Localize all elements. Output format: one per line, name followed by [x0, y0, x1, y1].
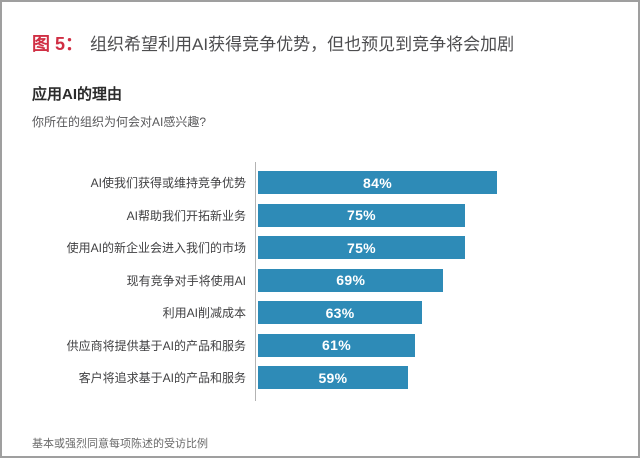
figure-title-text: 组织希望利用AI获得竞争优势，但也预见到竞争将会加剧 — [90, 35, 515, 54]
footnote: 基本或强烈同意每项陈述的受访比例 — [32, 437, 208, 450]
chart-heading: 应用AI的理由 — [32, 86, 123, 104]
bar-track: 75% — [256, 203, 608, 227]
bar-track: 84% — [256, 171, 608, 195]
value-label: 63% — [325, 304, 355, 321]
y-axis-line — [255, 162, 256, 401]
category-label: AI使我们获得或维持竞争优势 — [90, 176, 246, 191]
bar-row: 供应商将提供基于AI的产品和服务 61% — [32, 329, 608, 362]
category-label: 使用AI的新企业会进入我们的市场 — [66, 241, 246, 256]
bar-row: AI帮助我们开拓新业务 75% — [32, 199, 608, 232]
bar-chart: AI使我们获得或维持竞争优势 84% AI帮助我们开拓新业务 75% 使用AI的新企业会… — [32, 162, 608, 401]
bar-track: 59% — [256, 366, 608, 390]
bar-rows: AI使我们获得或维持竞争优势 84% AI帮助我们开拓新业务 75% 使用AI的新企业会… — [32, 166, 608, 394]
bar-row: 使用AI的新企业会进入我们的市场 75% — [32, 231, 608, 264]
bar: 59% — [258, 366, 408, 390]
value-label: 84% — [363, 174, 392, 191]
value-label: 59% — [318, 369, 348, 386]
category-label: 客户将追求基于AI的产品和服务 — [78, 371, 246, 386]
bar: 84% — [258, 171, 497, 195]
value-label: 75% — [346, 207, 376, 224]
category-label: 现有竞争对手将使用AI — [126, 273, 246, 288]
figure-number-label: 图 5： — [32, 34, 84, 54]
bar: 75% — [258, 236, 465, 260]
figure-title: 图 5： 组织希望利用AI获得竞争优势，但也预见到竞争将会加剧 — [32, 33, 608, 56]
chart-subtitle: 你所在的组织为何会对AI感兴趣? — [32, 115, 207, 130]
value-label: 69% — [336, 272, 366, 289]
bar-track: 69% — [256, 268, 608, 292]
bar: 69% — [258, 268, 444, 292]
category-label: AI帮助我们开拓新业务 — [126, 208, 246, 223]
bar-track: 75% — [256, 236, 608, 260]
bar-track: 61% — [256, 333, 608, 357]
value-label: 61% — [322, 337, 351, 354]
value-label: 75% — [346, 239, 376, 256]
bar-track: 63% — [256, 301, 608, 325]
bar-row: 客户将追求基于AI的产品和服务 59% — [32, 361, 608, 394]
bar: 61% — [258, 333, 415, 357]
bar: 75% — [258, 203, 465, 227]
bar: 63% — [258, 301, 423, 325]
category-label: 利用AI削减成本 — [162, 306, 246, 321]
bar-row: 利用AI削减成本 63% — [32, 296, 608, 329]
category-label: 供应商将提供基于AI的产品和服务 — [66, 338, 246, 353]
bar-row: 现有竞争对手将使用AI 69% — [32, 264, 608, 297]
bar-row: AI使我们获得或维持竞争优势 84% — [32, 166, 608, 199]
